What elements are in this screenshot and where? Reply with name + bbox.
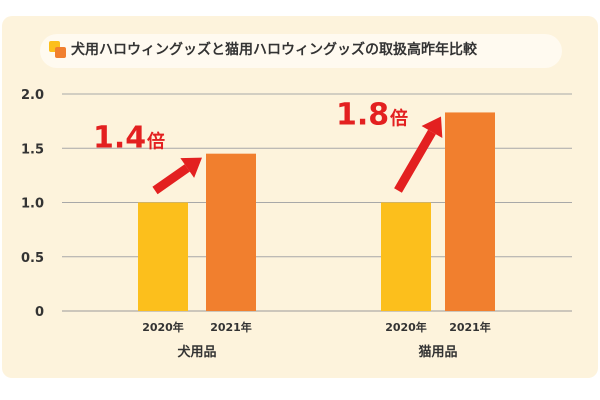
bar-0-0 [138, 202, 188, 311]
chart-panel [2, 16, 598, 378]
y-axis-ticks: 0 0.5 1.0 1.5 2.0 [21, 88, 44, 320]
y-tick-label: 0 [35, 305, 44, 320]
x-category-label: 2021年 [449, 320, 491, 334]
bar-0-1 [206, 153, 256, 311]
arrow-shaft [152, 164, 190, 195]
growth-multiplier: 1.4 [93, 121, 146, 156]
y-tick-label: 2.0 [21, 88, 44, 103]
title-squares-icon [49, 41, 67, 59]
growth-unit: 倍 [390, 107, 408, 129]
growth-annotations: 1.4 倍1.8 倍 [93, 97, 443, 195]
bar-1-1 [445, 112, 495, 311]
y-tick-label: 0.5 [21, 251, 44, 266]
arrow-head [421, 116, 443, 139]
x-category-label: 2020年 [142, 320, 184, 334]
y-tick-label: 1.5 [21, 142, 44, 157]
arrow-head [180, 157, 202, 178]
group-label: 犬用品 [177, 344, 216, 360]
growth-multiplier: 1.8 [336, 97, 389, 132]
arrow-shaft [394, 129, 436, 193]
title-banner [40, 34, 562, 68]
x-category-label: 2021年 [210, 320, 252, 334]
chart-title: 犬用ハロウィングッズと猫用ハロウィングッズの取扱高昨年比較 [71, 42, 477, 58]
bars [138, 112, 495, 311]
y-tick-label: 1.0 [21, 197, 44, 212]
group-label: 猫用品 [418, 344, 457, 360]
growth-unit: 倍 [147, 131, 165, 153]
bar-1-0 [381, 202, 431, 311]
x-category-label: 2020年 [385, 320, 427, 334]
